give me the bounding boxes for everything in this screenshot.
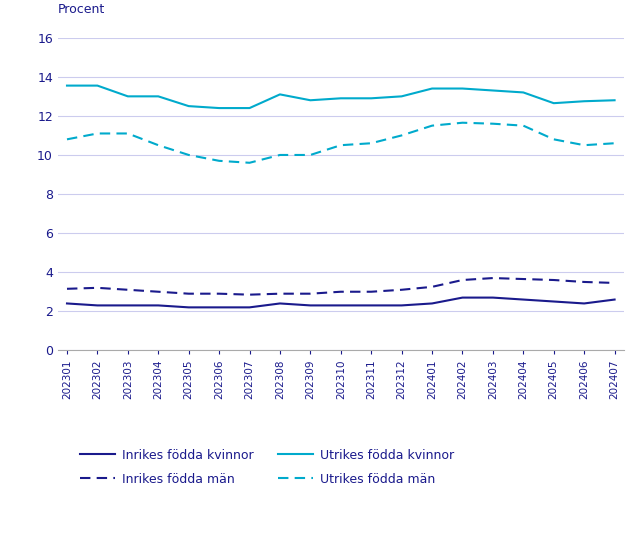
Text: Procent: Procent <box>58 3 105 16</box>
Legend: Inrikes födda kvinnor, Inrikes födda män, Utrikes födda kvinnor, Utrikes födda m: Inrikes födda kvinnor, Inrikes födda män… <box>75 444 458 492</box>
